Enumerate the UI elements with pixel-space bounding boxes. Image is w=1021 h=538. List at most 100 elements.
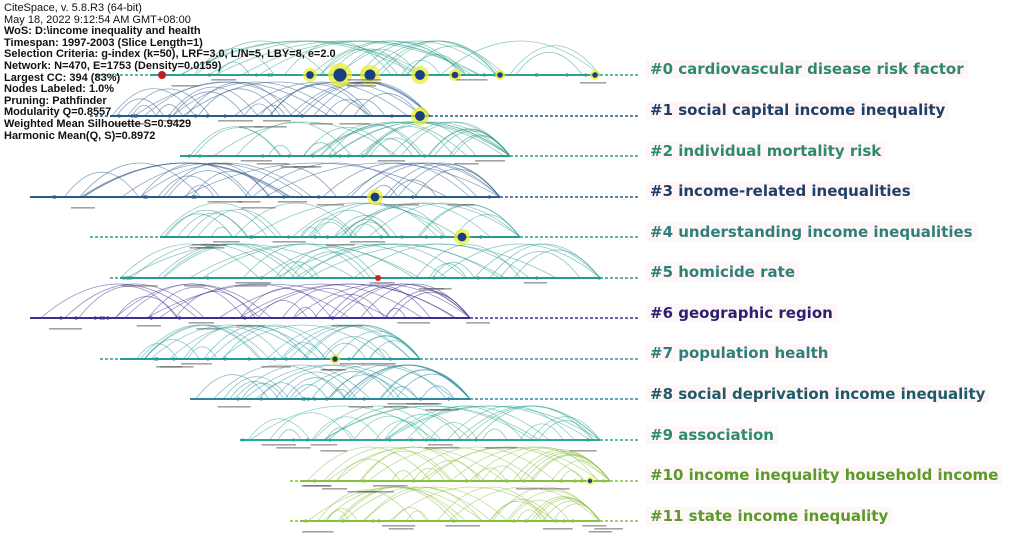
node-5-0	[476, 276, 480, 280]
arc-11-14	[489, 500, 546, 522]
node-label-0-7	[352, 82, 381, 84]
arc-7-25	[150, 324, 311, 360]
node-label-9-0	[261, 444, 296, 446]
network-summary: CiteSpace, v. 5.8.R3 (64-bit) May 18, 20…	[4, 2, 336, 142]
arc-6-17	[146, 283, 390, 319]
node-label-3-7	[447, 204, 475, 206]
arc-6-15	[327, 285, 431, 319]
cluster-label-1: #1 social capital income inequality	[646, 101, 950, 119]
node-9-8	[424, 438, 428, 442]
node-1-9	[300, 114, 304, 118]
node-10-8	[464, 479, 468, 483]
node-1-8	[117, 114, 121, 118]
arc-10-0	[469, 446, 611, 482]
node-label-11-5	[588, 531, 613, 533]
citation-nodes	[52, 63, 606, 523]
node-1-5	[130, 114, 134, 118]
cluster-label-7: #7 population health	[646, 344, 833, 362]
node-label-5-5	[424, 288, 452, 290]
arc-5-22	[353, 243, 530, 279]
arc-9-21	[385, 405, 550, 441]
citation-arcs	[40, 40, 611, 522]
red-node-0	[158, 71, 166, 79]
arc-4-8	[349, 221, 390, 238]
node-9-5	[292, 438, 296, 442]
node-8-4	[362, 397, 366, 401]
node-3-6	[411, 195, 415, 199]
node-label-9-4	[276, 447, 311, 449]
node-8-3	[306, 397, 310, 401]
node-2-0	[338, 154, 342, 158]
node-11-0	[304, 519, 308, 523]
node-7-0	[247, 357, 251, 361]
arc-9-23	[385, 405, 601, 441]
arc-3-2	[185, 184, 215, 198]
arc-4-19	[251, 202, 460, 238]
cluster-label-5: #5 homicide rate	[646, 263, 800, 281]
node-4-7	[250, 235, 254, 239]
cluster-label-10: #10 income inequality household income	[646, 466, 1003, 484]
arc-11-21	[530, 497, 601, 522]
node-label-6-4	[236, 325, 265, 327]
arc-5-21	[189, 243, 420, 279]
node-label-4-4	[200, 244, 228, 246]
node-3-1	[142, 195, 147, 199]
node-0-8	[565, 73, 569, 77]
burst-core-6	[592, 72, 598, 78]
arc-6-22	[158, 283, 350, 319]
burst-core-0	[333, 68, 347, 82]
arc-9-13	[313, 405, 442, 441]
node-label-1-5	[254, 126, 287, 128]
arc-9-18	[247, 418, 311, 441]
arc-4-21	[368, 202, 521, 238]
arc-6-25	[332, 283, 471, 319]
arc-7-4	[222, 326, 326, 360]
node-5-7	[597, 276, 601, 280]
node-label-10-5	[347, 491, 377, 493]
node-label-3-0	[277, 201, 308, 203]
arc-2-8	[319, 121, 468, 157]
arc-7-23	[144, 339, 201, 360]
arc-0-0	[337, 40, 497, 76]
arc-10-13	[359, 450, 453, 482]
node-10-3	[362, 479, 366, 483]
burst-core-1	[364, 69, 376, 81]
arc-3-21	[413, 168, 501, 198]
node-label-10-1	[538, 488, 570, 490]
arc-1-2	[197, 88, 282, 117]
arc-3-22	[162, 162, 271, 198]
selection-criteria: Selection Criteria: g-index (k=50), LRF=…	[4, 48, 336, 61]
node-0-0	[267, 73, 271, 77]
node-0-1	[254, 73, 259, 77]
node-10-9	[559, 479, 564, 483]
arc-5-14	[432, 261, 475, 279]
arc-5-3	[438, 243, 601, 279]
arc-2-19	[310, 121, 511, 157]
arc-7-20	[187, 346, 218, 360]
node-label-0-6	[347, 79, 382, 81]
node-8-6	[313, 397, 317, 401]
arc-4-6	[159, 202, 277, 238]
cluster-label-9: #9 association	[646, 426, 778, 444]
node-1-0	[194, 114, 198, 118]
arc-11-4	[307, 486, 483, 522]
arc-8-20	[195, 374, 270, 400]
arc-6-13	[115, 296, 179, 319]
arc-6-19	[147, 286, 245, 319]
node-7-3	[273, 357, 277, 361]
arc-1-18	[131, 104, 157, 117]
cluster-label-4: #4 understanding income inequalities	[646, 223, 977, 241]
node-11-3	[524, 519, 528, 523]
node-label-7-3	[339, 363, 364, 365]
node-label-9-3	[427, 444, 453, 446]
cluster-label-11: #11 state income inequality	[646, 507, 893, 525]
arc-8-10	[291, 364, 455, 400]
node-6-1	[102, 316, 106, 320]
arc-0-22	[241, 40, 481, 76]
arc-8-0	[284, 377, 347, 400]
node-1-4	[134, 114, 139, 118]
node-11-2	[571, 519, 575, 523]
node-5-2	[432, 276, 436, 280]
arc-7-15	[220, 324, 386, 360]
node-7-2	[284, 357, 288, 361]
